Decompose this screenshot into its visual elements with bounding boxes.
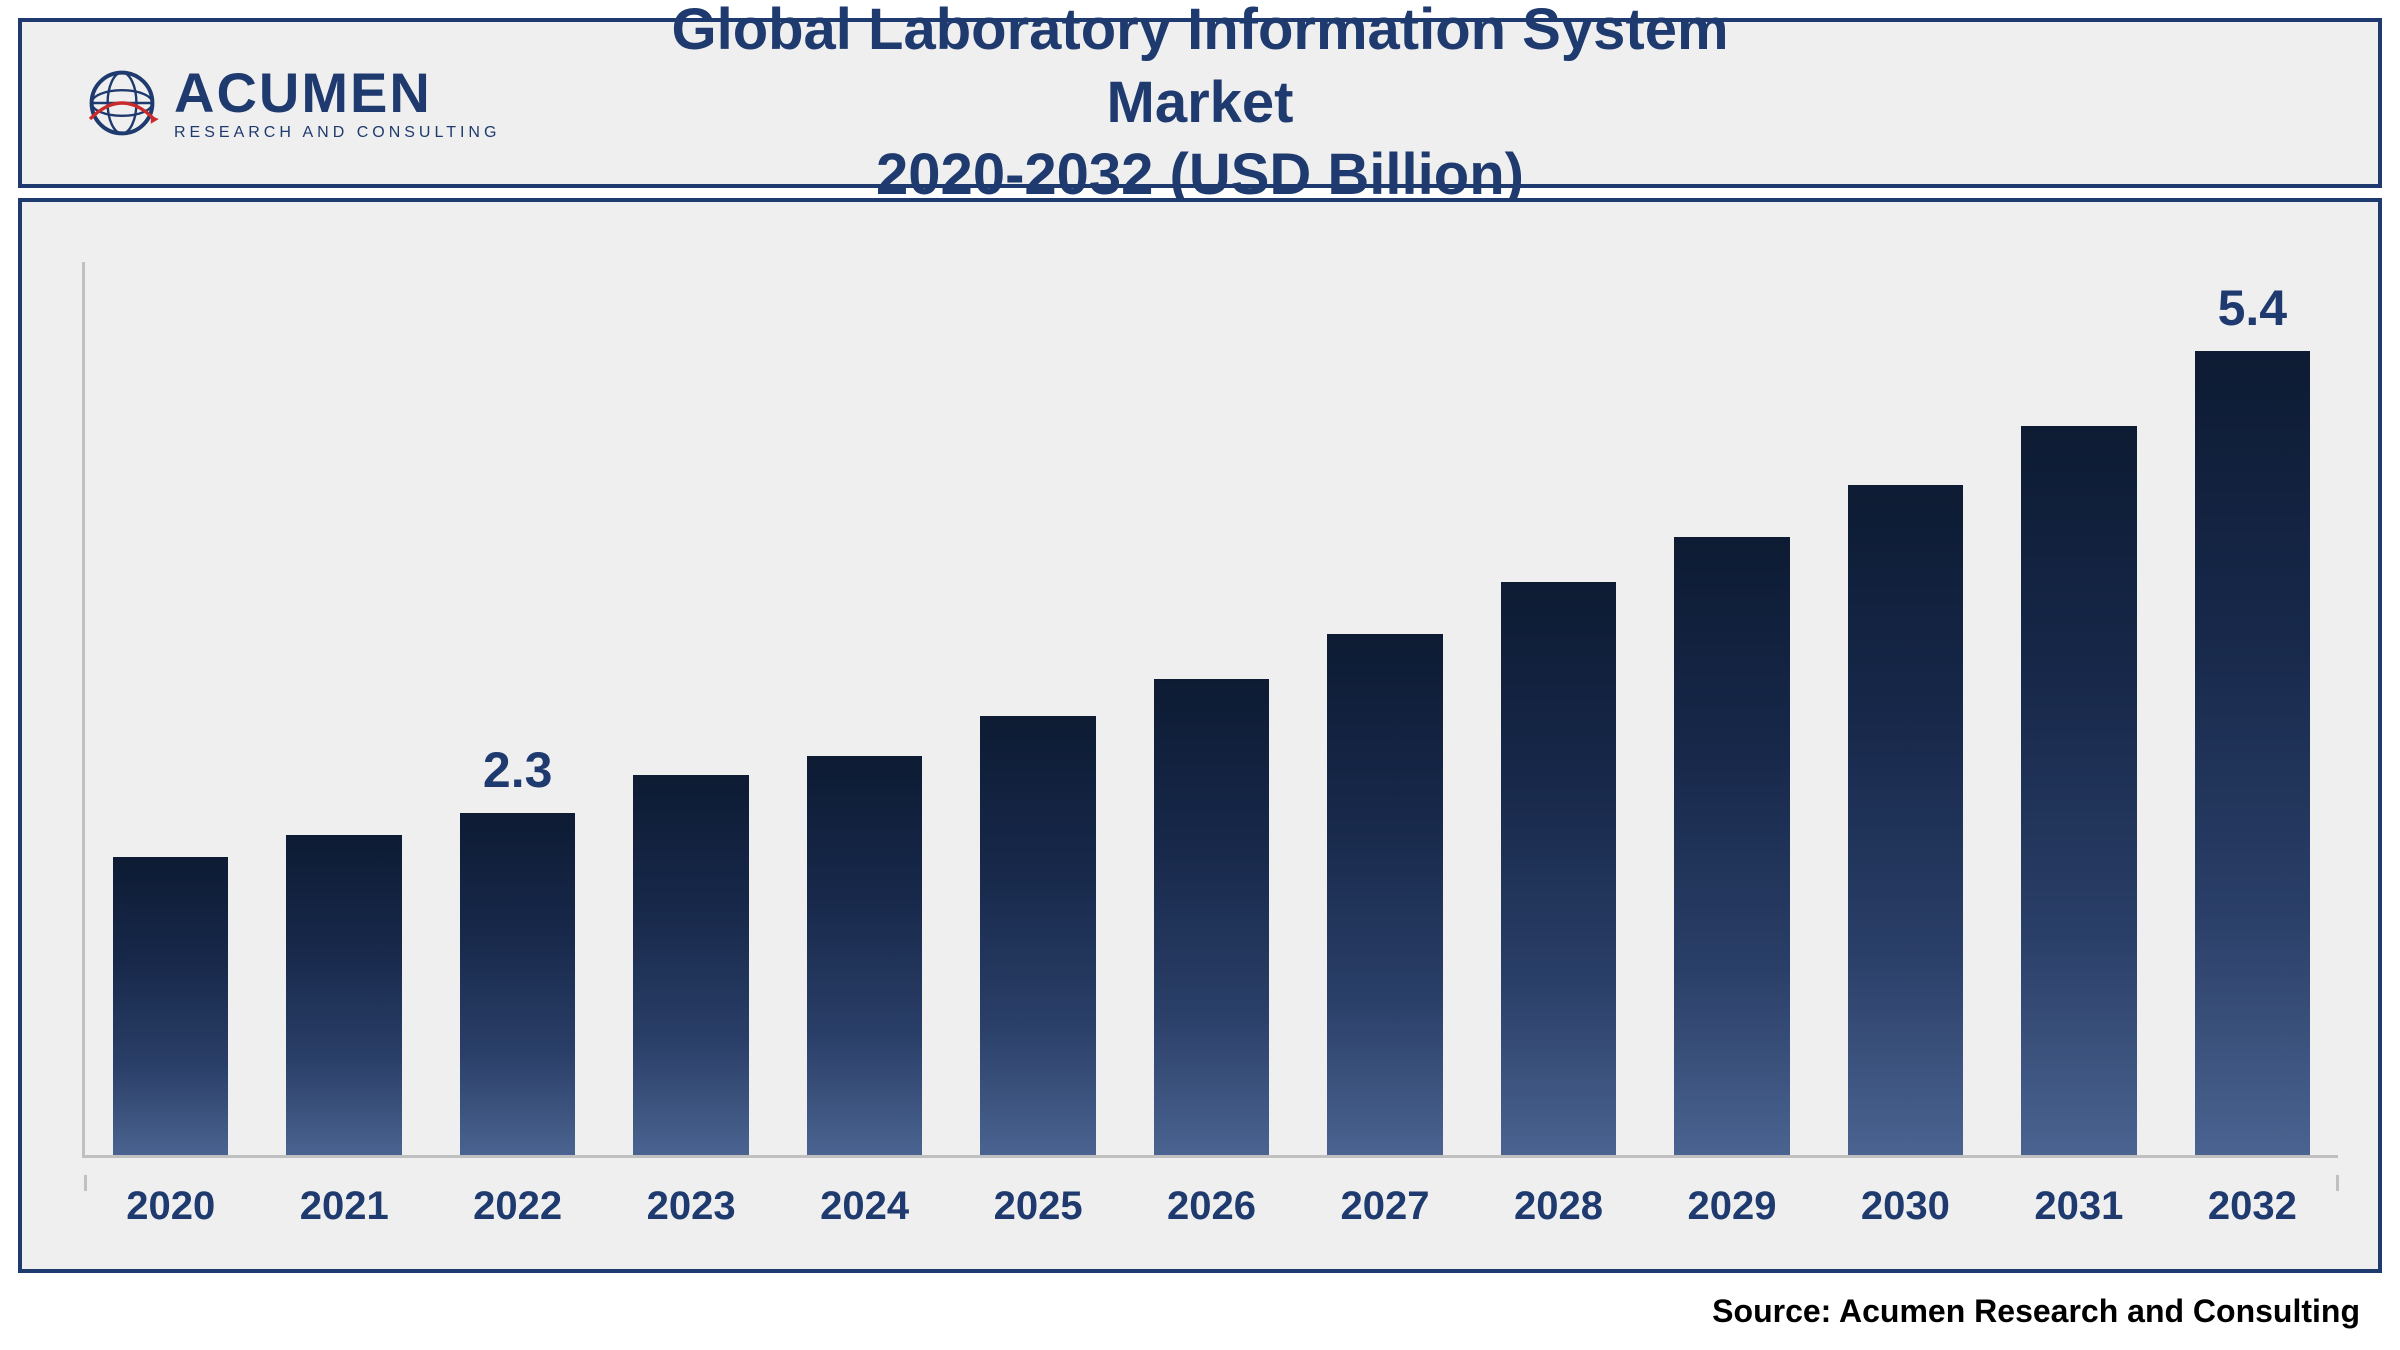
bar xyxy=(1327,634,1442,1155)
x-axis-label: 2020 xyxy=(113,1184,228,1229)
bar xyxy=(1154,679,1269,1155)
bar-2030 xyxy=(1848,262,1963,1155)
logo-main-text: ACUMEN xyxy=(174,65,432,121)
chart-panel: 2.35.4 202020212022202320242025202620272… xyxy=(18,198,2382,1273)
x-axis-label: 2025 xyxy=(980,1184,1095,1229)
bar-value-label: 2.3 xyxy=(483,741,553,799)
bar-2032: 5.4 xyxy=(2195,262,2310,1155)
bar xyxy=(1501,582,1616,1155)
x-axis-labels: 2020 2021 2022 2023 2024 2025 2026 2027 2028 2029… xyxy=(82,1184,2338,1229)
bar-2027 xyxy=(1327,262,1442,1155)
x-axis-label: 2028 xyxy=(1501,1184,1616,1229)
bar xyxy=(2021,426,2136,1155)
logo-text-group: ACUMEN RESEARCH AND CONSULTING xyxy=(174,65,500,141)
bar-value-label: 5.4 xyxy=(2218,279,2288,337)
bar xyxy=(460,813,575,1155)
title-line-1: Global Laboratory Information System Mar… xyxy=(611,0,1789,139)
bar-2026 xyxy=(1154,262,1269,1155)
bar-2022: 2.3 xyxy=(460,262,575,1155)
x-axis-label: 2032 xyxy=(2195,1184,2310,1229)
bar xyxy=(286,835,401,1155)
bar xyxy=(1674,537,1789,1155)
x-axis-label: 2030 xyxy=(1848,1184,1963,1229)
bar-2024 xyxy=(807,262,922,1155)
logo-block: ACUMEN RESEARCH AND CONSULTING xyxy=(82,63,500,143)
bar-2028 xyxy=(1501,262,1616,1155)
logo-sub-text: RESEARCH AND CONSULTING xyxy=(174,125,500,141)
x-axis-label: 2031 xyxy=(2021,1184,2136,1229)
x-axis-label: 2023 xyxy=(633,1184,748,1229)
bar-chart-plot: 2.3 5.4 xyxy=(82,262,2338,1158)
x-axis-label: 2026 xyxy=(1154,1184,1269,1229)
x-axis-label: 2027 xyxy=(1327,1184,1442,1229)
acumen-globe-icon xyxy=(82,63,162,143)
x-axis-label: 2022 xyxy=(460,1184,575,1229)
source-attribution: Source: Acumen Research and Consulting xyxy=(0,1293,2360,1330)
bar-2025 xyxy=(980,262,1095,1155)
header-panel: ACUMEN RESEARCH AND CONSULTING Global La… xyxy=(18,18,2382,188)
bar xyxy=(633,775,748,1155)
bar xyxy=(980,716,1095,1155)
chart-title: Global Laboratory Information System Mar… xyxy=(611,0,1789,212)
bar xyxy=(1848,485,1963,1155)
x-axis-label: 2029 xyxy=(1674,1184,1789,1229)
x-axis-label: 2024 xyxy=(807,1184,922,1229)
bar-2020 xyxy=(113,262,228,1155)
bar-2029 xyxy=(1674,262,1789,1155)
bar xyxy=(113,857,228,1155)
bar-2031 xyxy=(2021,262,2136,1155)
bar-2021 xyxy=(286,262,401,1155)
bar-2023 xyxy=(633,262,748,1155)
bar xyxy=(2195,351,2310,1155)
x-axis-label: 2021 xyxy=(286,1184,401,1229)
bar xyxy=(807,756,922,1155)
